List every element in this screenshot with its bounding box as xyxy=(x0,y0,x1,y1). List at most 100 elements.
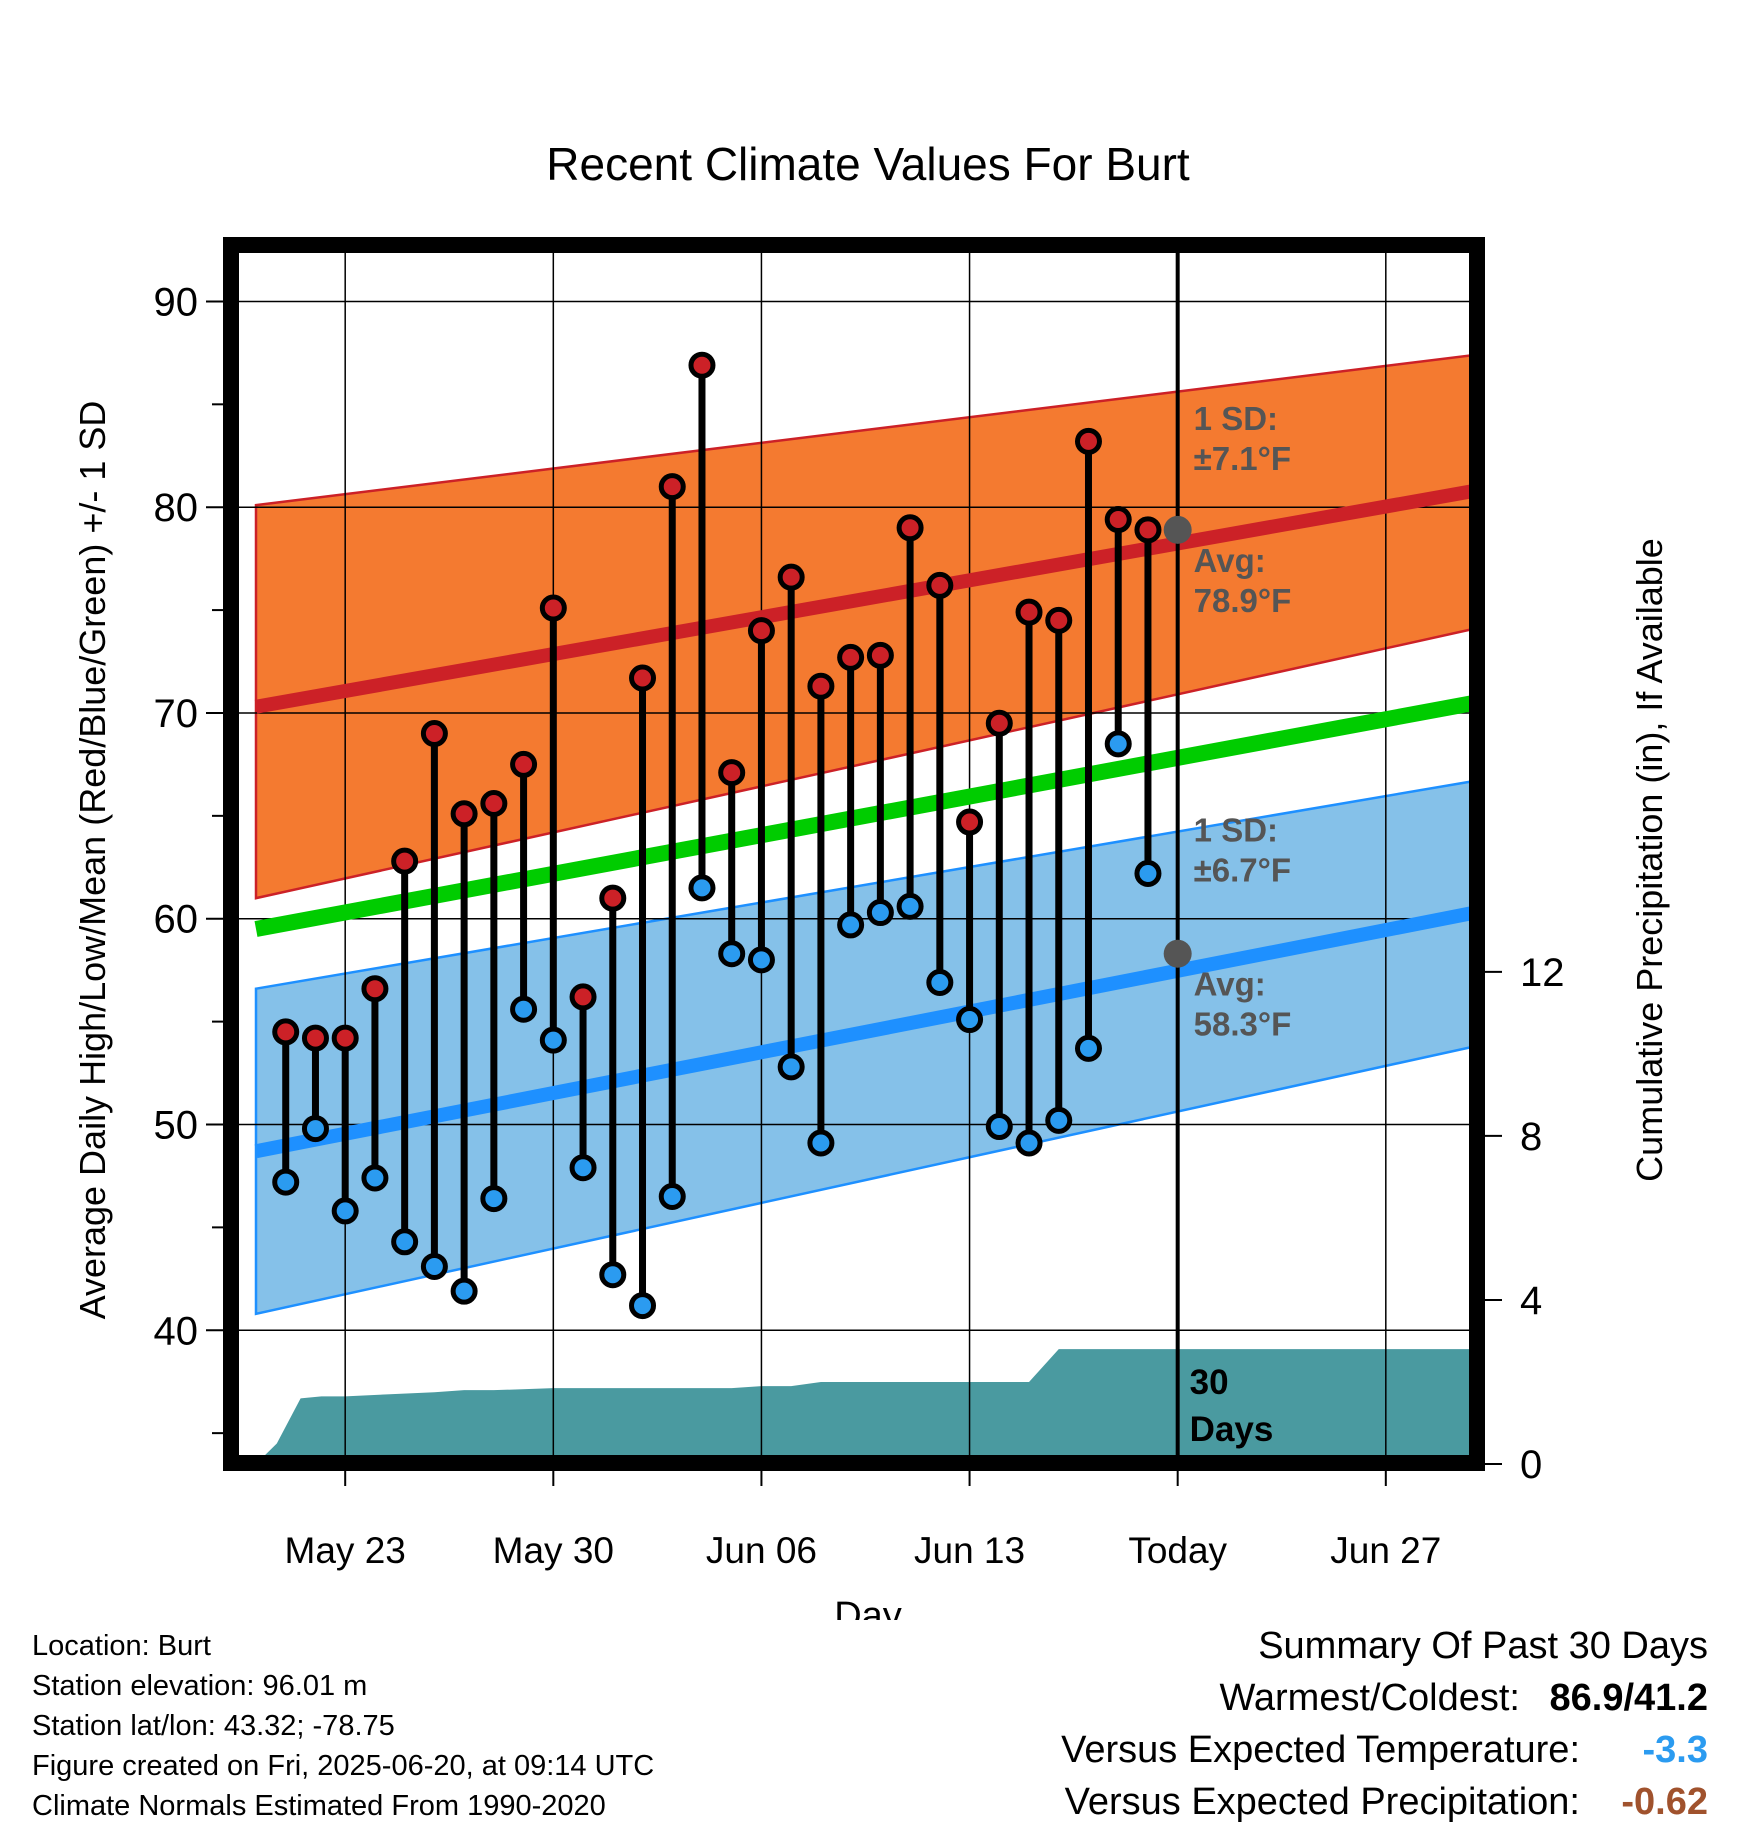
daily-low-point xyxy=(837,911,865,939)
daily-low-point xyxy=(272,1168,300,1196)
y2-tick-label: 0 xyxy=(1520,1443,1542,1487)
warm-cold-label: Warmest/Coldest: xyxy=(1219,1677,1520,1719)
daily-low-point xyxy=(420,1252,448,1280)
daily-high-point xyxy=(1134,516,1162,544)
x-axis-label: Day xyxy=(834,1595,902,1620)
daily-low-point xyxy=(539,1026,567,1054)
daily-low-point xyxy=(599,1261,627,1289)
y2-tick-label: 8 xyxy=(1520,1115,1542,1159)
y-tick-label: 80 xyxy=(154,486,199,530)
daily-high-point xyxy=(866,641,894,669)
daily-low-point xyxy=(331,1197,359,1225)
high-avg-label: Avg: xyxy=(1194,542,1266,579)
daily-high-point xyxy=(747,617,775,645)
daily-high-point xyxy=(926,571,954,599)
y-tick-label: 60 xyxy=(154,898,199,942)
daily-low-point xyxy=(926,969,954,997)
daily-low-point xyxy=(866,899,894,927)
station-info: Location: Burt Station elevation: 96.01 … xyxy=(32,1626,654,1826)
daily-high-point xyxy=(956,808,984,836)
daily-low-point xyxy=(1104,730,1132,758)
daily-low-point xyxy=(391,1228,419,1256)
daily-low-point xyxy=(658,1183,686,1211)
y2-tick-label: 4 xyxy=(1520,1279,1542,1323)
high-avg-value: 78.9°F xyxy=(1194,582,1292,619)
daily-high-point xyxy=(718,759,746,787)
daily-low-point xyxy=(956,1006,984,1034)
daily-low-point xyxy=(747,946,775,974)
daily-low-point xyxy=(1015,1129,1043,1157)
daily-high-point xyxy=(1045,606,1073,634)
daily-high-point xyxy=(420,720,448,748)
high-sd-value: ±7.1°F xyxy=(1194,440,1291,477)
daily-high-point xyxy=(272,1018,300,1046)
x-tick-label: Today xyxy=(1128,1530,1227,1571)
daily-high-point xyxy=(301,1024,329,1052)
info-elevation: Station elevation: 96.01 m xyxy=(32,1670,368,1702)
daily-high-point xyxy=(1104,506,1132,534)
y2-tick-label: 12 xyxy=(1520,951,1565,995)
daily-high-point xyxy=(480,790,508,818)
summary-warm-cold-row: Warmest/Coldest: 86.9/41.2 xyxy=(1061,1672,1708,1724)
daily-low-point xyxy=(718,940,746,968)
y-tick-label: 40 xyxy=(154,1309,199,1353)
daily-high-point xyxy=(807,672,835,700)
daily-high-point xyxy=(629,664,657,692)
summary-precip-row: Versus Expected Precipitation: -0.62 xyxy=(1061,1776,1708,1828)
precip-area xyxy=(256,1349,1473,1464)
high-avg-line xyxy=(254,484,1474,714)
daily-high-point xyxy=(777,563,805,591)
daily-low-point xyxy=(985,1113,1013,1141)
y-tick-label: 90 xyxy=(154,280,199,324)
info-created: Figure created on Fri, 2025-06-20, at 09… xyxy=(32,1750,655,1782)
daily-high-point xyxy=(837,643,865,671)
temp-anomaly-value: -3.3 xyxy=(1642,1729,1708,1771)
low-avg-value: 58.3°F xyxy=(1194,1006,1292,1043)
low-sd-value: ±6.7°F xyxy=(1194,852,1291,889)
info-latlon: Station lat/lon: 43.32; -78.75 xyxy=(32,1710,395,1742)
daily-high-point xyxy=(331,1024,359,1052)
daily-high-point xyxy=(985,709,1013,737)
daily-high-point xyxy=(1015,598,1043,626)
daily-low-point xyxy=(777,1053,805,1081)
daily-low-point xyxy=(510,995,538,1023)
daily-high-point xyxy=(688,351,716,379)
daily-low-point xyxy=(896,892,924,920)
mean-avg-line xyxy=(254,695,1474,937)
precip-anomaly-value: -0.62 xyxy=(1621,1781,1708,1823)
daily-low-point xyxy=(450,1277,478,1305)
daily-high-point xyxy=(599,884,627,912)
daily-high-point xyxy=(391,847,419,875)
daily-low-point xyxy=(1074,1034,1102,1062)
info-normals: Climate Normals Estimated From 1990-2020 xyxy=(32,1790,606,1822)
daily-high-point xyxy=(539,594,567,622)
y2-axis-label: Cumulative Precipitation (in), If Availa… xyxy=(1629,538,1670,1182)
low-avg-line xyxy=(254,906,1474,1159)
daily-low-point xyxy=(807,1129,835,1157)
daily-low-point xyxy=(301,1115,329,1143)
daily-low-point xyxy=(361,1164,389,1192)
daily-low-point xyxy=(688,874,716,902)
daily-high-point xyxy=(1074,427,1102,455)
plot-frame xyxy=(223,237,1485,1471)
climate-chart: Recent Climate Values For Burt Average D… xyxy=(72,138,1670,1620)
daily-low-point xyxy=(1045,1106,1073,1134)
x-tick-label: Jun 27 xyxy=(1330,1530,1441,1571)
x-tick-label: May 30 xyxy=(493,1530,614,1571)
daily-high-point xyxy=(658,473,686,501)
daily-high-point xyxy=(510,750,538,778)
precip-days-label: Days xyxy=(1190,1410,1274,1449)
y-axis-label: Average Daily High/Low/Mean (Red/Blue/Gr… xyxy=(72,401,113,1320)
chart-title: Recent Climate Values For Burt xyxy=(546,138,1190,190)
summary-heading: Summary Of Past 30 Days xyxy=(1258,1625,1708,1667)
precip-days-number: 30 xyxy=(1190,1363,1229,1402)
daily-high-point xyxy=(896,514,924,542)
daily-low-point xyxy=(629,1292,657,1320)
daily-high-point xyxy=(569,983,597,1011)
daily-high-point xyxy=(450,800,478,828)
daily-high-point xyxy=(361,975,389,1003)
x-tick-label: Jun 13 xyxy=(914,1530,1025,1571)
daily-low-point xyxy=(1134,859,1162,887)
low-avg-label: Avg: xyxy=(1194,966,1266,1003)
